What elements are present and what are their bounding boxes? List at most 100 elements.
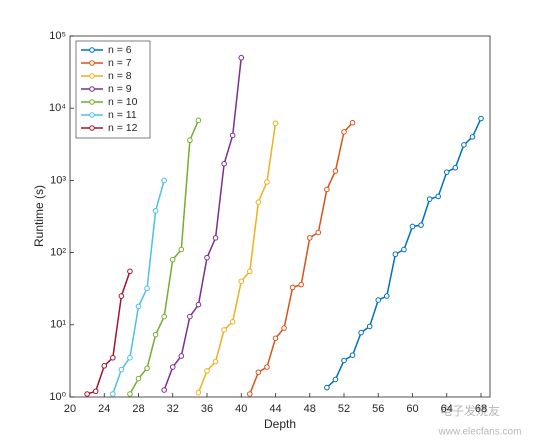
data-point xyxy=(315,229,322,236)
data-point xyxy=(195,389,202,396)
x-tick-label: 68 xyxy=(475,403,487,415)
data-point xyxy=(204,254,210,261)
data-point xyxy=(195,301,202,308)
data-point xyxy=(127,354,133,361)
legend-marker xyxy=(89,86,95,92)
data-point xyxy=(221,327,227,333)
legend-label: n = 6 xyxy=(108,44,132,56)
data-point xyxy=(118,293,125,299)
data-point xyxy=(332,376,339,383)
data-point xyxy=(478,115,484,122)
data-point xyxy=(469,134,476,140)
data-point xyxy=(169,256,176,263)
data-point xyxy=(272,335,279,342)
data-point xyxy=(281,325,287,331)
data-point xyxy=(264,179,270,185)
data-point xyxy=(255,369,262,376)
data-point xyxy=(144,285,150,292)
series-line xyxy=(163,57,242,391)
data-point xyxy=(349,119,356,126)
legend-label: n = 11 xyxy=(108,109,137,121)
data-point xyxy=(135,303,142,310)
data-point xyxy=(298,281,304,288)
data-point xyxy=(332,168,339,174)
y-tick-label: 10¹ xyxy=(50,319,66,331)
legend-marker xyxy=(89,47,95,53)
data-point xyxy=(255,199,262,205)
legend-marker xyxy=(89,60,95,66)
y-tick-label: 10⁴ xyxy=(49,102,66,114)
y-tick-label: 10⁰ xyxy=(49,391,66,403)
data-point xyxy=(84,391,90,397)
data-point xyxy=(392,251,399,258)
x-tick-label: 32 xyxy=(167,403,179,415)
data-point xyxy=(426,196,433,202)
data-point xyxy=(144,365,150,372)
data-point xyxy=(401,246,407,253)
data-point xyxy=(118,366,125,373)
y-tick-label: 10³ xyxy=(50,174,66,186)
x-tick-label: 24 xyxy=(98,403,110,415)
data-point xyxy=(161,313,167,320)
data-point xyxy=(341,129,347,135)
data-point xyxy=(135,375,142,382)
legend-label: n = 7 xyxy=(108,57,132,69)
data-point xyxy=(152,331,159,338)
data-point xyxy=(212,358,219,365)
data-point xyxy=(127,268,133,275)
data-point xyxy=(349,352,356,358)
data-point xyxy=(324,384,330,391)
data-point xyxy=(384,293,390,299)
data-point xyxy=(178,353,185,359)
series-line xyxy=(197,123,277,393)
data-point xyxy=(358,329,364,336)
data-point xyxy=(238,54,245,61)
legend-marker xyxy=(89,112,95,118)
data-point xyxy=(127,391,133,397)
y-tick-label: 10² xyxy=(50,247,66,259)
legend-label: n = 10 xyxy=(108,96,138,108)
data-point xyxy=(169,364,176,370)
legend-marker xyxy=(89,99,95,105)
legend-marker xyxy=(89,73,95,79)
x-tick-label: 48 xyxy=(304,403,316,415)
data-point xyxy=(435,193,441,200)
data-point xyxy=(178,246,185,253)
x-tick-label: 28 xyxy=(132,403,144,415)
data-point xyxy=(443,169,450,175)
x-tick-label: 56 xyxy=(372,403,384,415)
x-tick-label: 40 xyxy=(235,403,247,415)
data-point xyxy=(229,319,236,325)
data-point xyxy=(187,313,193,320)
y-axis-label: Runtime (s) xyxy=(32,185,46,247)
data-point xyxy=(101,363,108,369)
legend: n = 6n = 7n = 8n = 9n = 10n = 11n = 12 xyxy=(75,40,151,139)
legend-label: n = 12 xyxy=(108,122,138,134)
data-point xyxy=(110,354,116,361)
data-point xyxy=(187,137,193,144)
x-tick-label: 64 xyxy=(441,403,453,415)
data-point xyxy=(229,132,236,139)
data-point xyxy=(289,284,296,291)
watermark: 电子发烧友 xyxy=(440,403,500,418)
legend-label: n = 8 xyxy=(108,70,132,82)
data-point xyxy=(306,235,313,241)
data-point xyxy=(247,391,253,397)
data-point xyxy=(264,364,270,370)
y-tick-label: 10⁵ xyxy=(49,30,66,42)
watermark: www.elecfans.com xyxy=(438,427,522,438)
data-point xyxy=(110,391,116,397)
data-point xyxy=(324,186,330,193)
legend-label: n = 9 xyxy=(108,83,132,95)
legend-marker xyxy=(89,125,95,131)
x-tick-label: 44 xyxy=(269,403,281,415)
data-point xyxy=(366,323,373,330)
data-point xyxy=(247,268,253,275)
data-point xyxy=(161,177,167,184)
data-point xyxy=(341,357,347,364)
data-point xyxy=(212,235,219,241)
data-point xyxy=(221,160,227,167)
x-tick-label: 60 xyxy=(406,403,418,415)
data-point xyxy=(195,117,202,124)
